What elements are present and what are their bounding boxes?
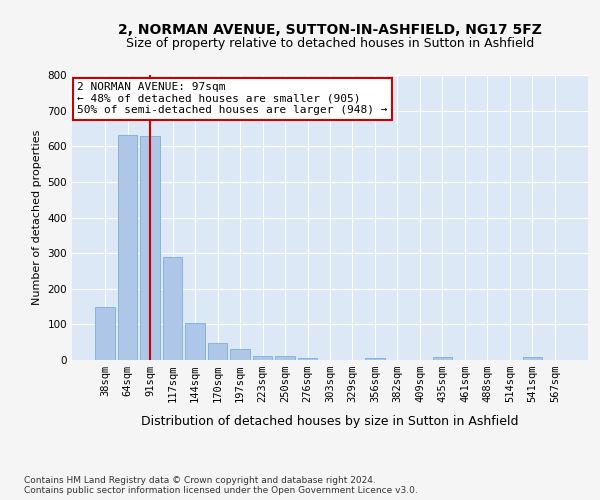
Text: Contains HM Land Registry data © Crown copyright and database right 2024.
Contai: Contains HM Land Registry data © Crown c… bbox=[24, 476, 418, 495]
Bar bbox=[275, 356, 295, 360]
Bar bbox=[523, 357, 542, 360]
Text: Size of property relative to detached houses in Sutton in Ashfield: Size of property relative to detached ho… bbox=[126, 38, 534, 51]
Bar bbox=[208, 344, 227, 360]
Bar bbox=[365, 358, 385, 360]
Bar bbox=[163, 258, 182, 360]
Bar bbox=[298, 358, 317, 360]
Text: 2, NORMAN AVENUE, SUTTON-IN-ASHFIELD, NG17 5FZ: 2, NORMAN AVENUE, SUTTON-IN-ASHFIELD, NG… bbox=[118, 22, 542, 36]
Text: 2 NORMAN AVENUE: 97sqm
← 48% of detached houses are smaller (905)
50% of semi-de: 2 NORMAN AVENUE: 97sqm ← 48% of detached… bbox=[77, 82, 388, 116]
Bar bbox=[185, 323, 205, 360]
Bar bbox=[140, 136, 160, 360]
Bar bbox=[95, 306, 115, 360]
Bar bbox=[253, 356, 272, 360]
Bar bbox=[230, 350, 250, 360]
Bar bbox=[118, 135, 137, 360]
Bar bbox=[433, 357, 452, 360]
Text: Distribution of detached houses by size in Sutton in Ashfield: Distribution of detached houses by size … bbox=[141, 415, 519, 428]
Y-axis label: Number of detached properties: Number of detached properties bbox=[32, 130, 42, 305]
